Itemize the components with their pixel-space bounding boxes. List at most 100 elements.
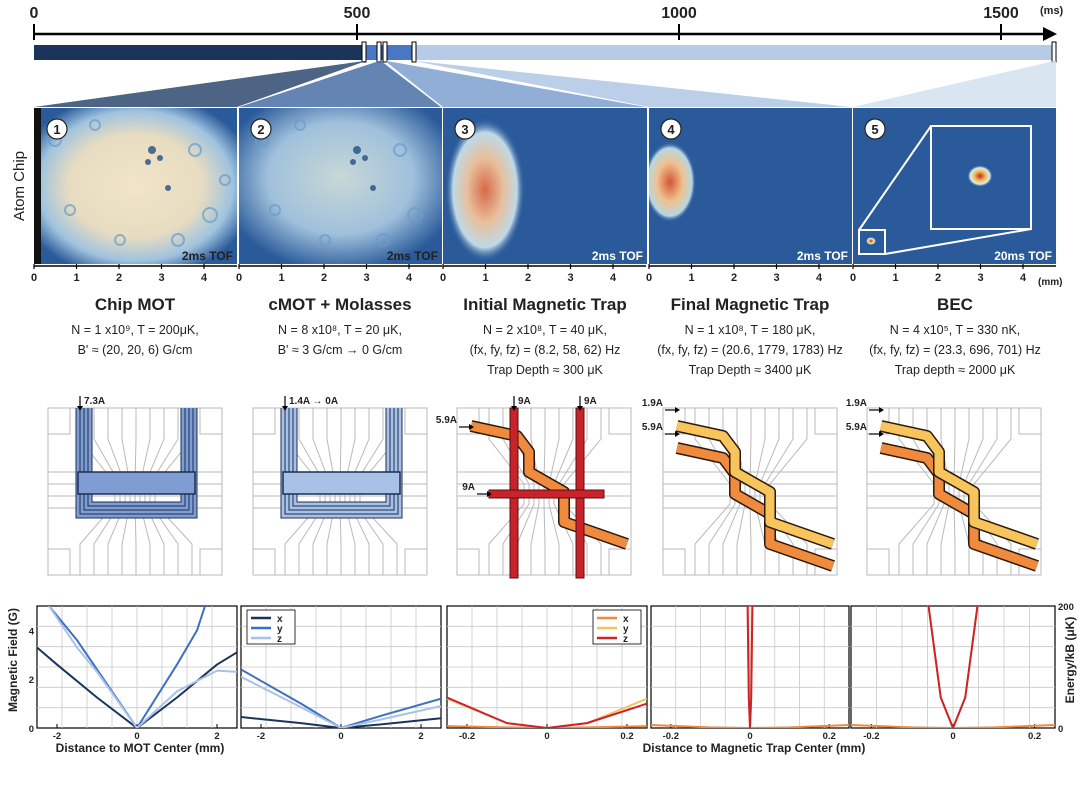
image-axis-tick-label: 3 bbox=[158, 272, 164, 284]
chip-trace bbox=[754, 408, 766, 575]
chip-outline bbox=[866, 407, 1042, 576]
legend-label: y bbox=[623, 624, 629, 635]
y-tick-label: 200 bbox=[1058, 602, 1074, 613]
x-tick-label: -2 bbox=[257, 731, 265, 742]
y-tick-label: 0 bbox=[1058, 724, 1063, 735]
y-tick-label: 4 bbox=[29, 626, 35, 637]
stage-params: N = 2 x10⁸, T = 40 μK, (fx, fy, fz) = (8… bbox=[442, 320, 648, 380]
stage-badge bbox=[250, 118, 272, 140]
timeline-tick-label: 500 bbox=[344, 5, 371, 22]
chip-diagram-2: 1.4A → 0A bbox=[252, 396, 428, 576]
stage-param-line: B' ≈ (20, 20, 6) G/cm bbox=[77, 343, 193, 357]
current-label: 5.9A bbox=[642, 422, 663, 433]
timeline-bar-evaporation bbox=[415, 45, 1055, 60]
current-arrow-head bbox=[675, 431, 680, 437]
tof-label: 2ms TOF bbox=[592, 249, 643, 263]
stage-param-line: (fx, fy, fz) = (23.3, 696, 701) Hz bbox=[869, 343, 1041, 357]
stage-badge bbox=[454, 118, 476, 140]
stage-number: 2 bbox=[257, 122, 264, 137]
u-wire bbox=[289, 408, 394, 510]
current-arrow-head bbox=[77, 406, 83, 411]
series-line-z bbox=[746, 606, 754, 728]
x-tick-label: 0 bbox=[134, 731, 139, 742]
chip-diagram-5: 1.9A 5.9A bbox=[846, 398, 1042, 576]
image-panel-5 bbox=[853, 108, 1056, 264]
stage-param-line: (fx, fy, fz) = (8.2, 58, 62) Hz bbox=[469, 343, 621, 357]
x-axis-label-trap: Distance to Magnetic Trap Center (mm) bbox=[643, 741, 866, 755]
z-wire bbox=[880, 443, 1039, 571]
legend-label: x bbox=[277, 614, 283, 625]
image-axis-tick-label: 0 bbox=[31, 272, 37, 284]
series-line-z bbox=[447, 696, 647, 728]
stage-param-line: Trap Depth ≈ 300 μK bbox=[487, 363, 603, 377]
chip-trace bbox=[1018, 408, 1041, 435]
x-tick-label: 0 bbox=[950, 731, 955, 742]
zoom-fan-4 bbox=[414, 61, 851, 107]
timeline-marker-4 bbox=[411, 41, 417, 63]
x-tick-label: 0.2 bbox=[620, 731, 633, 742]
current-arrow-head bbox=[577, 406, 583, 411]
stage-param-line: Trap depth ≈ 2000 μK bbox=[894, 363, 1016, 377]
series-line-x bbox=[37, 646, 237, 728]
image-panel-4 bbox=[649, 108, 852, 264]
image-axis-tick-label: 4 bbox=[1020, 272, 1027, 284]
z-wire bbox=[676, 443, 835, 571]
timeline-marker-2 bbox=[376, 41, 382, 63]
timeline-tick-label: 0 bbox=[30, 5, 39, 22]
timeline-bar-mot bbox=[34, 45, 364, 60]
stage-params: N = 1 x10⁹, T = 200μK, B' ≈ (20, 20, 6) … bbox=[32, 320, 238, 360]
atom-chip-label: Atom Chip bbox=[11, 151, 28, 221]
stage-number: 5 bbox=[871, 122, 878, 137]
x-tick-label: 0 bbox=[747, 731, 752, 742]
series-line-z bbox=[48, 606, 237, 728]
image-axis-tick-label: 2 bbox=[731, 272, 737, 284]
x-tick-label: 0.2 bbox=[823, 731, 836, 742]
stage-param-line: (fx, fy, fz) = (20.6, 1779, 1783) Hz bbox=[657, 343, 843, 357]
legend-label: x bbox=[623, 614, 629, 625]
series-line-x bbox=[241, 716, 441, 728]
u-wire bbox=[281, 408, 402, 518]
image-axis-tick-label: 2 bbox=[935, 272, 941, 284]
series-line-y bbox=[48, 606, 206, 728]
chip-diagram-4: 1.9A 5.9A bbox=[642, 398, 838, 576]
field-plot-1: -2 0 2 0 2 4 bbox=[29, 605, 238, 742]
zoom-line bbox=[858, 125, 932, 231]
current-label: 9A bbox=[518, 396, 531, 407]
chip-trace bbox=[608, 408, 631, 435]
y-axis-label-energy: Energy/kB (μK) bbox=[1063, 617, 1077, 704]
current-label: 1.4A → 0A bbox=[289, 396, 338, 407]
timeline-marker-3 bbox=[382, 41, 388, 63]
stage-title: cMOT + Molasses bbox=[268, 295, 412, 314]
chip-diagram-1: 7.3A bbox=[47, 396, 223, 576]
u-wire-bar bbox=[77, 471, 196, 495]
z-wire bbox=[880, 421, 1039, 549]
chip-outline bbox=[252, 407, 428, 576]
plot-series bbox=[241, 668, 441, 728]
image-axis-tick-label: 0 bbox=[236, 272, 242, 284]
stage-number: 1 bbox=[53, 122, 60, 137]
x-tick-label: 0 bbox=[544, 731, 549, 742]
x-tick-label: -0.2 bbox=[863, 731, 879, 742]
current-label: 5.9A bbox=[846, 422, 867, 433]
x-axis-label-mot: Distance to MOT Center (mm) bbox=[56, 741, 225, 755]
zoom-fan-2 bbox=[239, 61, 441, 107]
chip-outline bbox=[47, 407, 223, 576]
chip-trace bbox=[199, 408, 222, 435]
current-label: 1.9A bbox=[846, 398, 867, 409]
image-axis-tick-label: 2 bbox=[525, 272, 531, 284]
current-label: 9A bbox=[584, 396, 597, 407]
chip-edge bbox=[34, 108, 41, 264]
image-axis-tick-label: 4 bbox=[406, 272, 413, 284]
stage-title: Chip MOT bbox=[94, 295, 176, 314]
chip-trace bbox=[253, 548, 276, 575]
timeline-marker-1 bbox=[361, 41, 367, 63]
stage-number: 4 bbox=[667, 122, 675, 137]
atom-cloud bbox=[649, 142, 696, 222]
chip-trace bbox=[953, 408, 956, 575]
current-arrow-head bbox=[282, 406, 288, 411]
x-tick-label: 0 bbox=[338, 731, 343, 742]
chip-trace bbox=[663, 548, 686, 575]
image-axis-tick-label: 1 bbox=[892, 272, 898, 284]
bec-small bbox=[866, 237, 876, 245]
stage-title: Final Magnetic Trap bbox=[670, 295, 830, 314]
